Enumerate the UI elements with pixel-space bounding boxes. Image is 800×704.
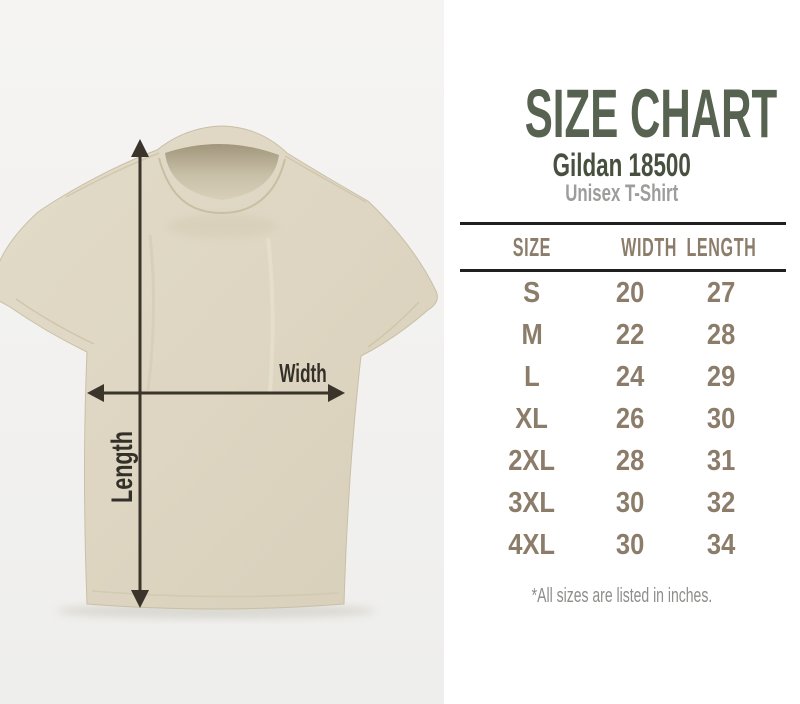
length-cell: 31	[706, 444, 736, 477]
table-row: 3XL 30 32	[460, 482, 786, 524]
table-row: S 20 27	[460, 272, 786, 314]
product-name: Gildan 18500	[444, 147, 800, 183]
table-header-rule	[460, 269, 786, 272]
product-type: Unisex T-Shirt	[444, 180, 800, 207]
bottom-hem-seam	[91, 590, 340, 598]
collar-seam	[158, 157, 286, 215]
size-cell: M	[521, 318, 543, 351]
length-cell: 28	[706, 318, 736, 351]
crease-right	[266, 237, 275, 393]
size-cell: S	[523, 276, 541, 309]
product-name-text: Gildan 18500	[552, 147, 692, 183]
header-size: SIZE	[512, 232, 552, 262]
size-cell: XL	[515, 402, 549, 435]
chest-shadow	[167, 214, 277, 238]
size-cell: L	[524, 360, 540, 393]
width-cell: 30	[615, 528, 645, 561]
length-arrow	[131, 139, 149, 608]
length-cell: 34	[706, 528, 736, 561]
collar-opening	[165, 143, 279, 200]
header-width: WIDTH	[621, 232, 678, 262]
table-top-rule	[460, 222, 786, 225]
width-label: Width	[279, 358, 326, 388]
footnote-text: *All sizes are listed in inches.	[531, 585, 713, 607]
product-type-text: Unisex T-Shirt	[565, 180, 679, 207]
length-cell: 30	[706, 402, 736, 435]
size-cell: 2XL	[508, 444, 556, 477]
table-header-row: SIZE WIDTH LENGTH	[460, 225, 786, 269]
sleeve-hem-left	[15, 298, 95, 345]
size-table-footnote: *All sizes are listed in inches.	[444, 585, 800, 608]
sleeve-hem-right	[367, 301, 420, 348]
size-chart-title-text: SIZE CHART	[524, 75, 778, 152]
tshirt-body-shape	[0, 125, 438, 610]
size-table: SIZE WIDTH LENGTH S 20 27 M 22 28 L 24 2…	[460, 222, 786, 566]
width-cell: 20	[615, 276, 645, 309]
size-chart-title: SIZE CHART	[444, 79, 800, 148]
length-cell: 27	[706, 276, 736, 309]
table-row: M 22 28	[460, 314, 786, 356]
table-row: 4XL 30 34	[460, 524, 786, 566]
tshirt-photo: Width Length	[0, 0, 444, 704]
width-cell: 24	[615, 360, 645, 393]
tshirt-diagram: Width Length	[0, 125, 438, 619]
length-label: Length	[104, 431, 138, 503]
width-arrow	[87, 384, 345, 402]
crease-left	[146, 234, 156, 391]
length-cell: 29	[706, 360, 736, 393]
width-cell: 30	[615, 486, 645, 519]
width-cell: 22	[615, 318, 645, 351]
shoulder-seam-right	[284, 155, 367, 203]
table-row: 2XL 28 31	[460, 440, 786, 482]
size-chart-panel: SIZE CHART Gildan 18500 Unisex T-Shirt S…	[444, 0, 800, 704]
size-cell: 3XL	[508, 486, 556, 519]
header-length: LENGTH	[685, 232, 756, 262]
shoulder-seam-left	[65, 152, 160, 198]
size-cell: 4XL	[508, 528, 556, 561]
width-cell: 28	[615, 444, 645, 477]
table-row: XL 26 30	[460, 398, 786, 440]
length-cell: 32	[706, 486, 736, 519]
table-row: L 24 29	[460, 356, 786, 398]
width-cell: 26	[615, 402, 645, 435]
